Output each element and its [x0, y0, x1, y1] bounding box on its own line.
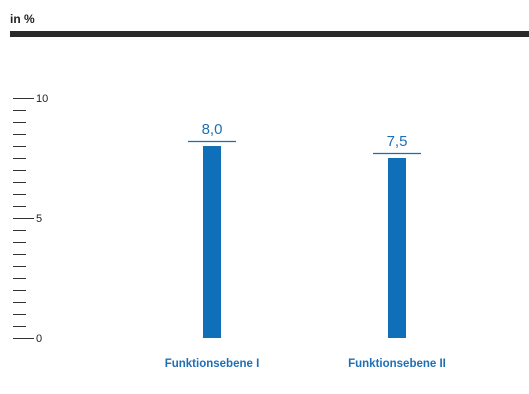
value-label: 7,5	[387, 133, 408, 150]
labels: 8,0 Funktionsebene I 7,5 Funktionsebene II	[165, 121, 446, 370]
bar	[203, 146, 221, 338]
y-tick-label: 5	[36, 213, 42, 225]
unit-label: in %	[10, 12, 35, 26]
category-label: Funktionsebene I	[165, 358, 260, 370]
y-axis: 0 5 10	[13, 93, 48, 345]
value-label: 8,0	[202, 121, 223, 138]
bar	[388, 158, 406, 338]
header-rule	[10, 31, 529, 37]
category-label: Funktionsebene II	[348, 358, 446, 370]
y-tick-label: 0	[36, 333, 42, 345]
y-tick-label: 10	[36, 93, 48, 105]
bars	[203, 146, 406, 338]
